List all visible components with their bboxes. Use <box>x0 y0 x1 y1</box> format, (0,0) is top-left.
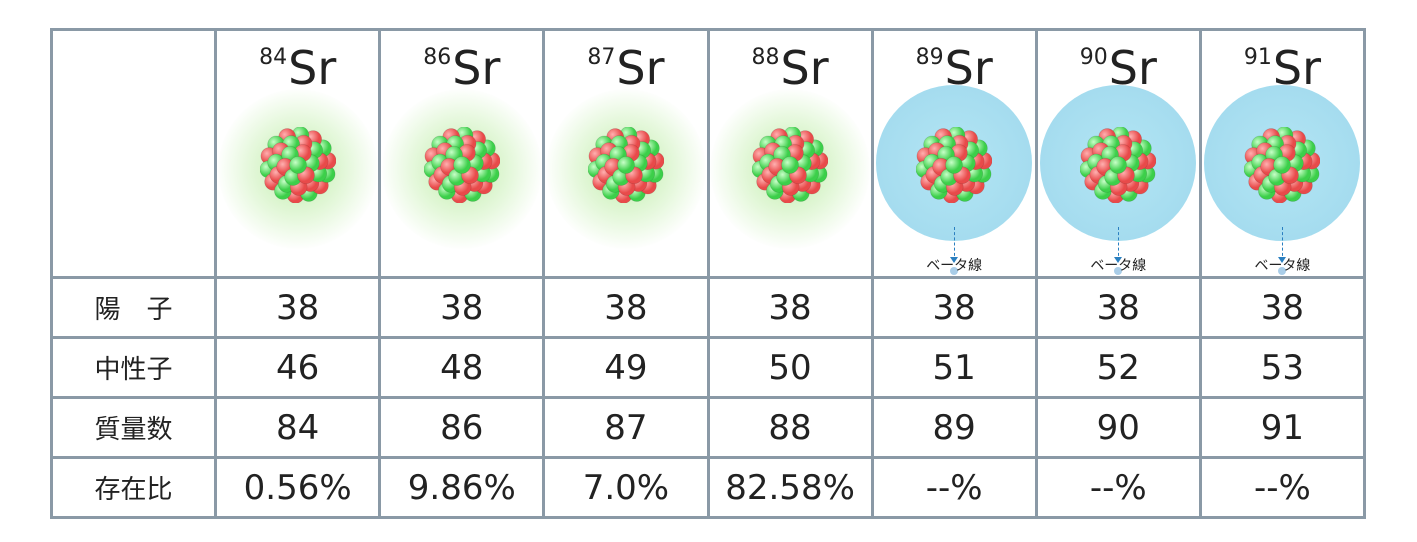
row-label-protons: 陽 子 <box>49 276 218 339</box>
value-cell: 50 <box>706 336 874 399</box>
value-cell: 89 <box>870 396 1038 459</box>
protons-row: 陽 子 38 38 38 38 38 38 38 <box>49 276 1367 339</box>
value-cell: 91 <box>1198 396 1367 459</box>
row-label-mass-number: 質量数 <box>49 396 218 459</box>
nucleus-icon <box>752 127 829 203</box>
isotope-symbol: 89Sr <box>915 41 993 95</box>
value-cell: 38 <box>870 276 1038 339</box>
electron-icon <box>1114 267 1123 275</box>
isotope-cell-88: 88Sr <box>706 28 874 279</box>
beta-ray-label: ベータ線 <box>926 258 983 274</box>
value-cell: --% <box>1198 456 1367 519</box>
isotope-cell-86: 86Sr <box>378 28 546 279</box>
value-cell: 52 <box>1034 336 1202 399</box>
abundance-row: 存在比 0.56% 9.86% 7.0% 82.58% --% --% --% <box>49 456 1367 519</box>
isotope-cell-87: 87Sr <box>542 28 710 279</box>
value-cell: 84 <box>214 396 382 459</box>
value-cell: 38 <box>214 276 382 339</box>
row-label-abundance: 存在比 <box>49 456 218 519</box>
nucleus-icon <box>916 127 993 203</box>
isotope-symbol: 84Sr <box>259 41 337 95</box>
beta-decay-arrow-icon <box>874 227 1035 277</box>
corner-cell <box>49 28 218 279</box>
value-cell: 0.56% <box>214 456 382 519</box>
value-cell: 82.58% <box>706 456 874 519</box>
electron-icon <box>1278 267 1287 275</box>
value-cell: 53 <box>1198 336 1367 399</box>
beta-decay-arrow-icon <box>1202 227 1363 277</box>
beta-ray-label: ベータ線 <box>1254 258 1311 274</box>
value-cell: 48 <box>378 336 546 399</box>
isotope-cell-84: 84Sr <box>214 28 382 279</box>
value-cell: 49 <box>542 336 710 399</box>
beta-ray-label: ベータ線 <box>1090 258 1147 274</box>
value-cell: 38 <box>1198 276 1367 339</box>
nucleus-icon <box>1080 127 1157 203</box>
isotope-cell-90: 90Sr ベータ線 <box>1034 28 1202 279</box>
electron-icon <box>950 267 959 275</box>
nucleus-icon <box>587 127 664 203</box>
value-cell: 38 <box>378 276 546 339</box>
neutrons-row: 中性子 46 48 49 50 51 52 53 <box>49 336 1367 399</box>
nucleus-icon <box>259 127 336 203</box>
value-cell: --% <box>1034 456 1202 519</box>
isotope-symbol: 90Sr <box>1079 41 1157 95</box>
nucleus-icon <box>423 127 500 203</box>
value-cell: 51 <box>870 336 1038 399</box>
value-cell: 38 <box>542 276 710 339</box>
isotope-header-row: 84Sr 86Sr 87Sr <box>49 28 1367 279</box>
value-cell: 86 <box>378 396 546 459</box>
value-cell: 46 <box>214 336 382 399</box>
row-label-neutrons: 中性子 <box>49 336 218 399</box>
isotope-cell-89: 89Sr ベータ線 <box>870 28 1038 279</box>
isotope-table: 84Sr 86Sr 87Sr <box>49 28 1367 519</box>
isotope-cell-91: 91Sr ベータ線 <box>1198 28 1367 279</box>
beta-decay-arrow-icon <box>1038 227 1199 277</box>
value-cell: --% <box>870 456 1038 519</box>
mass-number-row: 質量数 84 86 87 88 89 90 91 <box>49 396 1367 459</box>
value-cell: 90 <box>1034 396 1202 459</box>
value-cell: 88 <box>706 396 874 459</box>
value-cell: 9.86% <box>378 456 546 519</box>
value-cell: 38 <box>706 276 874 339</box>
isotope-symbol: 88Sr <box>751 41 829 95</box>
value-cell: 87 <box>542 396 710 459</box>
isotope-symbol: 86Sr <box>423 41 501 95</box>
isotope-symbol: 87Sr <box>587 41 665 95</box>
value-cell: 38 <box>1034 276 1202 339</box>
value-cell: 7.0% <box>542 456 710 519</box>
nucleus-icon <box>1244 127 1321 203</box>
isotope-symbol: 91Sr <box>1243 41 1321 95</box>
